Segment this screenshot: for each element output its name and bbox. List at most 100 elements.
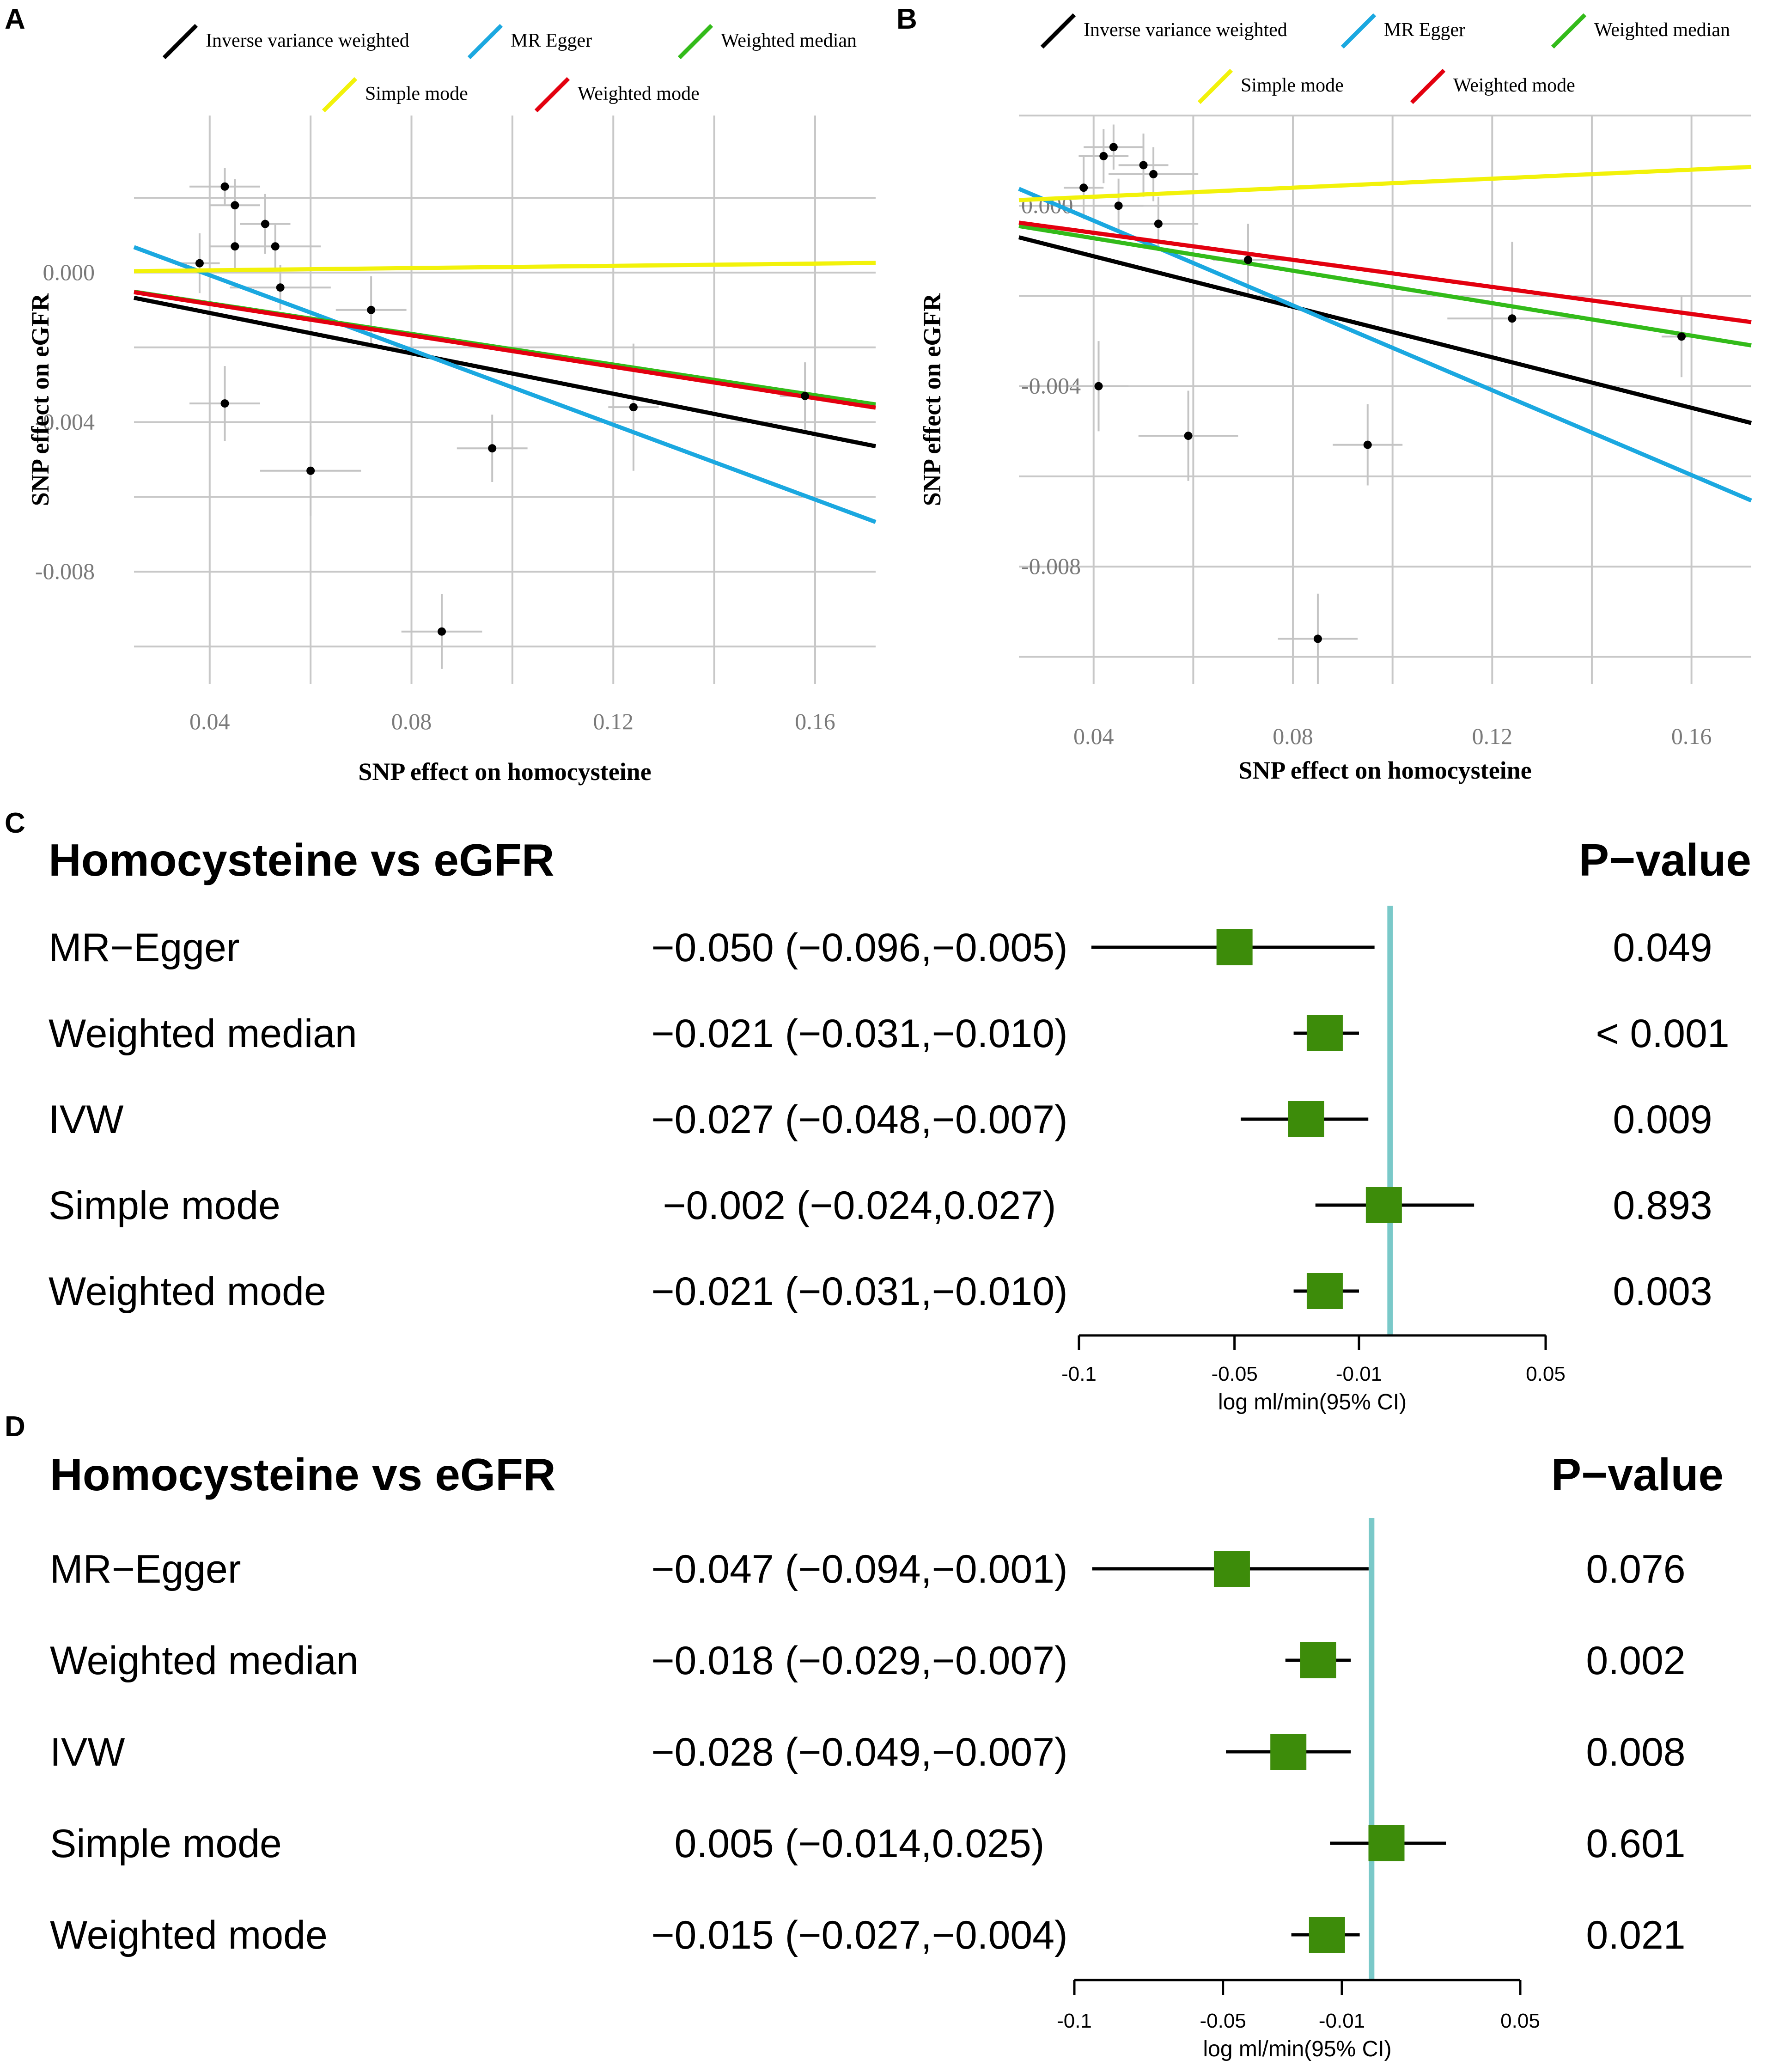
x-tick-label: -0.01 <box>1336 1363 1382 1385</box>
regression-line-ivw <box>1018 235 1752 425</box>
snp-point <box>629 403 638 412</box>
scatter-panel-a: 0.04 0.08 0.12 0.16 0.000 -0.004 -0.008 SNP eff… <box>26 24 877 786</box>
x-tick-label: 0.05 <box>1500 2010 1540 2032</box>
x-tick-label: -0.1 <box>1057 2010 1092 2032</box>
x-tick-label: 0.04 <box>189 708 230 734</box>
legend-label-wmode: Weighted mode <box>1453 75 1575 96</box>
legend-swatch-egger <box>1340 13 1377 49</box>
p-value-text: 0.003 <box>1613 1269 1712 1314</box>
legend-swatch-simple <box>1197 68 1233 104</box>
point-estimate-box <box>1365 1187 1402 1223</box>
x-tick-label: 0.04 <box>1073 723 1114 749</box>
snp-point <box>1508 314 1517 323</box>
p-value-text: 0.002 <box>1586 1639 1685 1683</box>
legend-label-egger: MR Egger <box>511 30 592 51</box>
regression-line-wmode <box>1018 220 1752 324</box>
snp-point <box>1149 170 1158 178</box>
method-label: Simple mode <box>50 1822 282 1866</box>
point-estimate-box <box>1213 1551 1250 1587</box>
estimate-ci-text: −0.015 (−0.027,−0.004) <box>651 1913 1067 1957</box>
point-estimate-box <box>1306 1015 1343 1051</box>
p-value-text: 0.008 <box>1586 1730 1685 1774</box>
x-axis-label: log ml/min(95% CI) <box>1203 2037 1391 2061</box>
snp-point <box>367 305 376 314</box>
forest-panel-d: Homocysteine vs eGFR P−value MR−Egger −0.04… <box>50 1449 1724 2061</box>
y-tick-label: 0.000 <box>43 259 95 285</box>
legend-label-median: Weighted median <box>721 30 857 51</box>
point-estimate-box <box>1270 1734 1307 1770</box>
estimate-ci-text: 0.005 (−0.014,0.025) <box>675 1822 1045 1866</box>
point-estimate-box <box>1368 1825 1405 1861</box>
point-estimate-box <box>1309 1917 1345 1953</box>
snp-point <box>1677 332 1686 341</box>
legend-swatch-median <box>677 24 713 60</box>
y-tick-label: -0.008 <box>35 558 95 584</box>
x-tick-label: 0.12 <box>593 708 634 734</box>
snp-point <box>1184 432 1193 440</box>
forest-title: Homocysteine vs eGFR <box>49 835 554 885</box>
method-label: Weighted median <box>50 1639 359 1683</box>
x-tick-label: 0.12 <box>1472 723 1513 749</box>
y-tick-label: -0.004 <box>35 409 95 435</box>
method-label: IVW <box>49 1097 123 1142</box>
snp-point <box>1139 161 1148 170</box>
legend-swatch-egger <box>467 24 503 60</box>
estimate-ci-text: −0.047 (−0.094,−0.001) <box>651 1547 1067 1591</box>
legend-swatch-median <box>1551 13 1587 49</box>
x-tick-label: 0.16 <box>795 708 835 734</box>
legend-label-simple: Simple mode <box>365 83 468 104</box>
legend-swatch-ivw <box>162 24 198 60</box>
snp-point <box>1079 183 1088 192</box>
method-label: IVW <box>50 1730 125 1774</box>
p-value-text: 0.021 <box>1586 1913 1685 1957</box>
panel-label-a: A <box>5 3 25 35</box>
point-estimate-box <box>1300 1642 1336 1678</box>
forest-title: Homocysteine vs eGFR <box>50 1449 556 1500</box>
p-value-text: < 0.001 <box>1596 1012 1729 1056</box>
y-axis-label: SNP effect on eGFR <box>26 293 54 506</box>
snp-point <box>1094 382 1103 390</box>
method-label: Weighted median <box>49 1012 357 1056</box>
panel-label-c: C <box>5 807 25 839</box>
x-axis-label: log ml/min(95% CI) <box>1218 1390 1407 1414</box>
estimate-ci-text: −0.050 (−0.096,−0.005) <box>651 926 1067 970</box>
legend-label-egger: MR Egger <box>1384 19 1465 41</box>
regression-line-ivw <box>134 296 876 449</box>
panel-label-b: B <box>896 3 917 35</box>
snp-point <box>1114 201 1123 210</box>
p-value-text: 0.009 <box>1613 1097 1712 1142</box>
snp-point <box>271 242 280 251</box>
estimate-ci-text: −0.021 (−0.031,−0.010) <box>651 1269 1067 1314</box>
x-tick-label: 0.08 <box>1273 723 1313 749</box>
x-axis-label: SNP effect on homocysteine <box>358 758 651 786</box>
snp-point <box>261 219 269 228</box>
panel-label-d: D <box>5 1411 25 1443</box>
snp-point <box>231 201 239 210</box>
method-label: MR−Egger <box>50 1547 241 1591</box>
regression-line-wmode <box>134 290 876 410</box>
regression-line-simple <box>134 261 876 274</box>
p-value-text: 0.076 <box>1586 1547 1685 1591</box>
legend-swatch-simple <box>322 77 358 113</box>
p-value-text: 0.893 <box>1613 1183 1712 1228</box>
snp-point <box>195 259 204 268</box>
snp-point <box>488 444 497 453</box>
snp-point <box>801 391 810 400</box>
x-tick-label: 0.16 <box>1671 723 1712 749</box>
x-tick-label: -0.01 <box>1319 2010 1365 2032</box>
point-estimate-box <box>1306 1273 1343 1309</box>
snp-point <box>1243 256 1252 264</box>
estimate-ci-text: −0.002 (−0.024,0.027) <box>663 1183 1056 1228</box>
method-label: Weighted mode <box>49 1269 326 1314</box>
x-tick-label: -0.05 <box>1200 2010 1246 2032</box>
legend-swatch-wmode <box>1410 68 1446 104</box>
regression-line-egger <box>133 245 877 524</box>
y-tick-label: -0.008 <box>1021 553 1081 579</box>
method-label: Weighted mode <box>50 1913 328 1957</box>
x-tick-label: -0.05 <box>1212 1363 1258 1385</box>
snp-point <box>1099 152 1108 160</box>
snp-point <box>231 242 239 251</box>
